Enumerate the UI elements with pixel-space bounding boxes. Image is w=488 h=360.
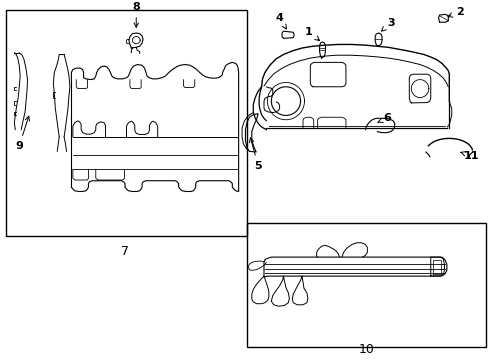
Text: 7: 7 (121, 245, 129, 258)
Text: 2: 2 (447, 7, 463, 17)
Text: 3: 3 (381, 18, 394, 31)
Text: 5: 5 (249, 138, 262, 171)
Text: 8: 8 (132, 2, 140, 27)
Text: 4: 4 (275, 13, 286, 29)
Text: 9: 9 (15, 116, 29, 151)
Text: 1: 1 (305, 27, 319, 41)
Bar (246, 223, 485, 347)
Text: 6: 6 (377, 113, 390, 123)
Text: 10: 10 (358, 343, 374, 356)
Bar (5, 10, 246, 235)
Text: 11: 11 (460, 150, 478, 161)
